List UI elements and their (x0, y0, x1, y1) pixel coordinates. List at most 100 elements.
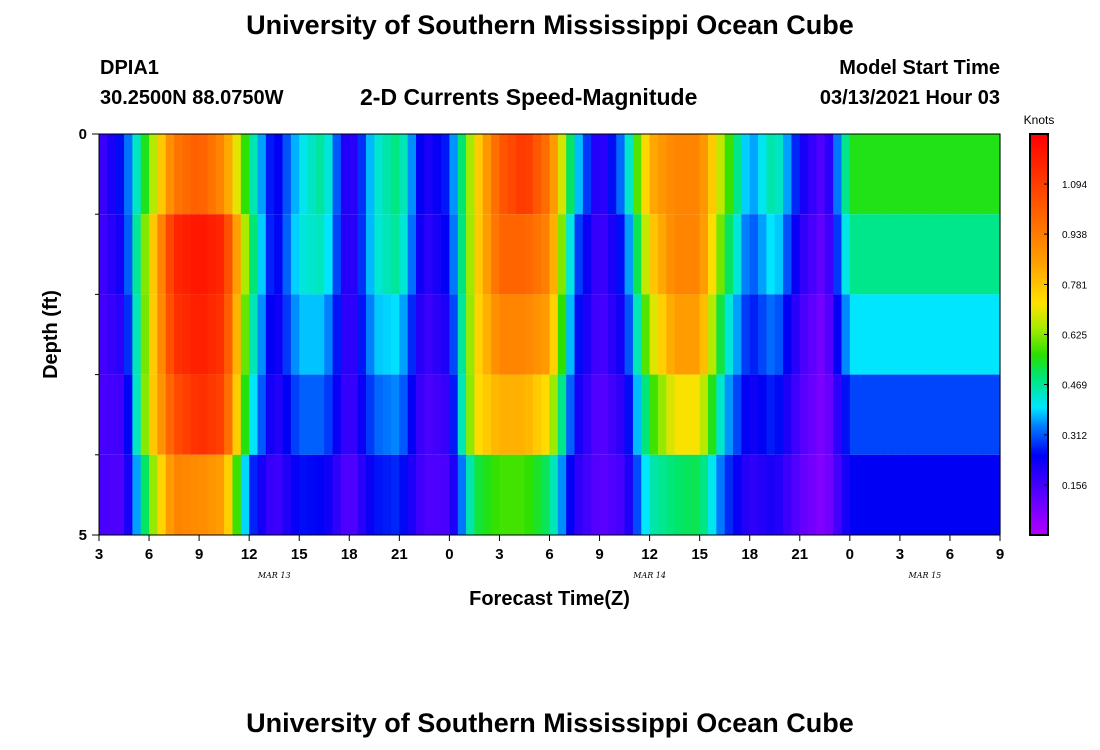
heatmap-cell (758, 214, 768, 295)
heatmap-cell (174, 214, 184, 295)
heatmap-cell (591, 454, 601, 535)
heatmap-cell (582, 374, 592, 455)
colorbar-swatch (1030, 150, 1048, 153)
heatmap-cell (666, 134, 676, 215)
heatmap-cell (224, 374, 234, 455)
heatmap-cell (749, 454, 759, 535)
heatmap-cell (541, 374, 551, 455)
colorbar-swatch (1030, 178, 1048, 181)
heatmap-cell (691, 134, 701, 215)
heatmap-cell (741, 374, 751, 455)
heatmap-cell (299, 134, 309, 215)
heatmap-cell (599, 214, 609, 295)
heatmap-cell (107, 294, 117, 375)
colorbar-swatch (1030, 526, 1048, 530)
heatmap-cell (991, 294, 1001, 375)
colorbar-swatch (1030, 232, 1048, 235)
heatmap-cell (507, 214, 517, 295)
heatmap-cell (949, 214, 959, 295)
colorbar-swatch (1030, 172, 1048, 175)
heatmap-cell (265, 374, 275, 455)
heatmap-cell (833, 294, 843, 375)
heatmap-cell (733, 294, 742, 375)
heatmap-cell (99, 294, 108, 375)
colorbar-swatch (1030, 384, 1048, 388)
colorbar-swatch (1030, 238, 1048, 241)
heatmap-cell (899, 374, 909, 455)
colorbar-swatch (1030, 222, 1048, 225)
heatmap-cell (557, 374, 567, 455)
colorbar-swatch (1030, 376, 1048, 380)
heatmap-cell (240, 134, 250, 215)
heatmap-cell (749, 134, 759, 215)
heatmap-cell (190, 294, 200, 375)
date-label: MAR 14 (632, 571, 666, 580)
heatmap-cell (791, 374, 801, 455)
x-tick-label: 0 (445, 546, 453, 563)
heatmap-cell (933, 134, 943, 215)
colorbar-swatch (1030, 198, 1048, 201)
heatmap-cell (441, 214, 450, 295)
heatmap-cell (232, 214, 242, 295)
heatmap-cell (941, 294, 951, 375)
heatmap-cell (733, 214, 742, 295)
heatmap-cell (349, 294, 359, 375)
heatmap-cell (215, 134, 225, 215)
x-tick-label: 18 (741, 546, 758, 563)
heatmap-cell (357, 374, 367, 455)
colorbar-swatch (1030, 468, 1048, 472)
heatmap-cell (949, 454, 959, 535)
colorbar-swatch (1030, 240, 1048, 243)
colorbar-swatch (1030, 512, 1048, 516)
colorbar-swatch (1030, 504, 1048, 508)
heatmap-cell (733, 134, 742, 215)
heatmap-cell (758, 454, 768, 535)
heatmap-cell (924, 374, 934, 455)
heatmap-cell (441, 374, 450, 455)
heatmap-cell (949, 374, 959, 455)
heatmap-cell (482, 134, 492, 215)
heatmap-cell (991, 134, 1001, 215)
speed-heatmap-chart: 3 6 9 12 15 18 21 0 3 6 9 12 15 18 21 0 3 6 9 MAR 13 MAR 14 M… (40, 113, 1087, 610)
heatmap-cell (524, 294, 534, 375)
heatmap-cell (666, 294, 676, 375)
heatmap-cell (340, 294, 350, 375)
colorbar-swatch (1030, 216, 1048, 219)
y-axis-label: Depth (ft) (40, 290, 62, 379)
colorbar-swatch (1030, 286, 1048, 289)
heatmap-cell (215, 454, 225, 535)
colorbar-swatch (1030, 408, 1048, 412)
heatmap-cell (390, 374, 400, 455)
heatmap-cell (616, 374, 626, 455)
heatmap-cell (649, 134, 659, 215)
heatmap-cell (549, 134, 559, 215)
heatmap-cell (783, 134, 793, 215)
heatmap-cell (849, 294, 859, 375)
colorbar-swatch (1030, 218, 1048, 221)
heatmap-cell (349, 454, 359, 535)
heatmap-cell (766, 294, 776, 375)
colorbar-swatch (1030, 280, 1048, 283)
colorbar-swatch (1030, 380, 1048, 384)
heatmap-cell (749, 294, 759, 375)
colorbar-swatch (1030, 256, 1048, 259)
heatmap-cell (783, 374, 793, 455)
colorbar-swatch (1030, 530, 1048, 534)
heatmap-cell (199, 374, 209, 455)
colorbar-swatch (1030, 422, 1048, 426)
heatmap-cell (674, 374, 684, 455)
heatmap-cell (607, 214, 617, 295)
heatmap-cell (274, 374, 284, 455)
heatmap-cell (916, 134, 926, 215)
heatmap-cell (124, 454, 133, 535)
x-tick-label: 6 (946, 546, 954, 563)
heatmap-cell (157, 454, 167, 535)
heatmap-cell (416, 454, 425, 535)
heatmap-cell (240, 374, 250, 455)
heatmap-cell (908, 294, 918, 375)
heatmap-cell (190, 454, 200, 535)
heatmap-cell (866, 294, 876, 375)
colorbar-swatch (1030, 270, 1048, 273)
heatmap-cell (716, 294, 726, 375)
colorbar-swatch (1030, 282, 1048, 285)
